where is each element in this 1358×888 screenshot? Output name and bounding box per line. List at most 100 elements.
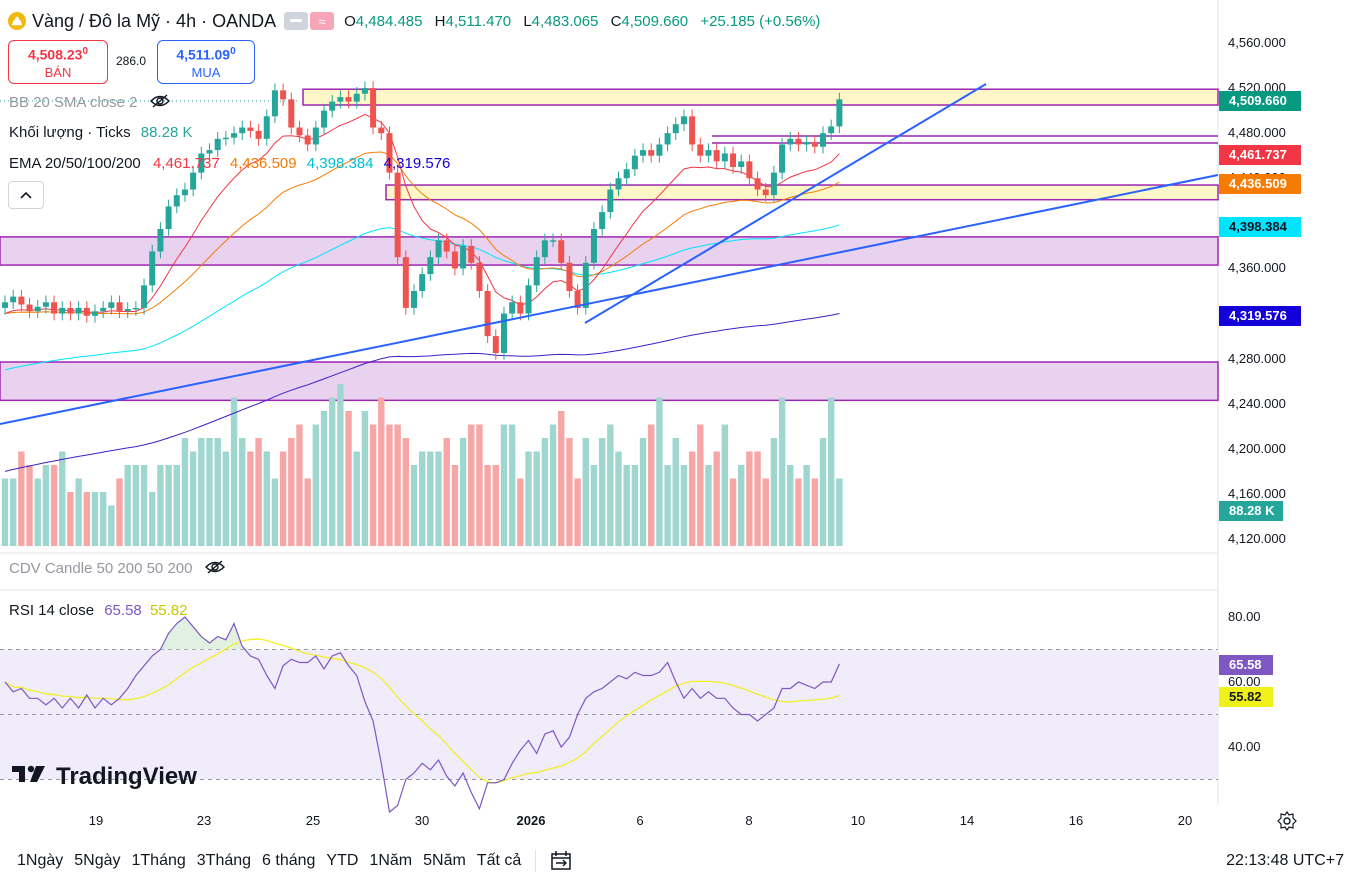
compare-icon[interactable] [284, 12, 309, 30]
candle-body [361, 88, 368, 94]
time-axis-label: 8 [745, 813, 753, 828]
volume-bar [206, 438, 213, 546]
volume-bar [247, 451, 254, 546]
candle-body [779, 144, 786, 173]
price-axis-label: 4,120.000 [1228, 531, 1286, 546]
volume-bar [296, 424, 303, 546]
sell-button[interactable]: 4,508.230 BÁN [8, 40, 108, 84]
candle-body [680, 116, 687, 125]
clock-readout[interactable]: 22:13:48 UTC+7 [1226, 852, 1344, 869]
volume-bar [459, 438, 467, 546]
cdv-legend[interactable]: CDV Candle 50 200 50 200 [9, 560, 225, 578]
candle-body [770, 172, 777, 196]
volume-bar [721, 424, 729, 546]
wave-toggle-icon[interactable]: ≈ [310, 12, 335, 30]
volume-bar [533, 451, 540, 546]
chevron-up-icon [20, 191, 32, 199]
candle-body [435, 240, 442, 258]
volume-bar [746, 451, 753, 546]
volume-tag: 88.28 K [1219, 501, 1283, 521]
candle-body [664, 133, 671, 145]
tf-ytd[interactable]: YTD [326, 852, 359, 869]
candle-body [541, 240, 548, 258]
candle-body [607, 189, 614, 213]
volume-bar [672, 438, 679, 546]
volume-bar [639, 438, 647, 546]
tf-5y[interactable]: 5Năm [423, 852, 466, 869]
volume-bar [402, 438, 410, 546]
candle-body [550, 240, 557, 242]
rsi-ma-line [4, 638, 840, 784]
time-axis-label: 20 [1177, 813, 1193, 828]
candle-body [173, 195, 180, 207]
volume-bar [656, 397, 663, 546]
volume-bar [173, 465, 180, 546]
tf-all[interactable]: Tất cả [476, 852, 522, 869]
candle-body [697, 144, 704, 156]
candle-body [26, 304, 33, 312]
candle-body [206, 150, 213, 154]
candle-body [288, 99, 295, 128]
tf-1y[interactable]: 1Năm [369, 852, 413, 869]
candle-body [337, 97, 344, 102]
candle-body [91, 311, 98, 316]
tf-5d[interactable]: 5Ngày [74, 852, 121, 869]
price-axis-label: 4,360.000 [1228, 260, 1286, 276]
symbol-title[interactable]: Vàng / Đô la Mỹ · 4h · OANDA [32, 10, 277, 31]
volume-bar [149, 492, 156, 546]
volume-bar [116, 478, 123, 546]
tf-1d[interactable]: 1Ngày [17, 852, 64, 869]
volume-bar [680, 465, 688, 546]
time-axis-label: 23 [196, 813, 212, 828]
rsi-axis-label: 40.00 [1228, 739, 1261, 754]
time-axis-label: 16 [1068, 813, 1084, 828]
volume-legend[interactable]: Khối lượng · Ticks 88.28 K [9, 124, 193, 141]
volume-bar [198, 438, 205, 546]
tf-3m[interactable]: 3Tháng [196, 852, 252, 869]
eye-off-icon[interactable] [204, 560, 225, 578]
price-axis-label: 4,160.000 [1228, 485, 1286, 501]
timeframe-bar: 1Ngày 5Ngày 1Tháng 3Tháng 6 tháng YTD 1N… [0, 845, 1358, 877]
volume-bar [795, 478, 802, 546]
candle-body [721, 153, 728, 162]
volume-bar [754, 451, 761, 546]
rsi-legend[interactable]: RSI 14 close 65.58 55.82 [9, 602, 188, 619]
trendline-short [584, 83, 987, 324]
settings-gear-icon[interactable] [1277, 810, 1297, 836]
volume-bar [705, 465, 712, 546]
volume-bar [353, 451, 360, 546]
buy-button[interactable]: 4,511.090 MUA [157, 40, 255, 84]
volume-bar [517, 478, 524, 546]
volume-bar [418, 451, 426, 546]
rsi-overbought-fill [5, 617, 840, 650]
volume-bar [263, 451, 270, 546]
volume-bar [451, 465, 459, 546]
candle-body [427, 257, 434, 275]
date-range-icon[interactable] [550, 850, 574, 872]
rsi-tag: 55.82 [1219, 687, 1273, 707]
price-tag: 4,509.660 [1219, 91, 1301, 111]
volume-bar [827, 397, 835, 546]
volume-bar [312, 424, 320, 546]
bb-legend[interactable]: BB 20 SMA close 2 [9, 94, 170, 112]
price-axis-label: 4,560.000 [1228, 35, 1286, 50]
candle-body [141, 285, 148, 308]
volume-bar [271, 478, 279, 546]
candle-body [443, 240, 450, 252]
volume-bar [108, 505, 115, 546]
eye-off-icon[interactable] [149, 94, 170, 112]
candle-body [386, 133, 393, 173]
candle-body [836, 99, 843, 127]
collapse-legend-button[interactable] [8, 181, 44, 209]
volume-bar [598, 438, 606, 546]
volume-bar [26, 465, 33, 546]
tf-6m[interactable]: 6 tháng [262, 852, 316, 869]
ema-legend[interactable]: EMA 20/50/100/200 4,461.737 4,436.509 4,… [9, 155, 451, 172]
volume-bar [582, 438, 589, 546]
volume-bar [492, 465, 499, 546]
tf-1m[interactable]: 1Tháng [131, 852, 186, 869]
candle-body [124, 309, 131, 312]
volume-bar [157, 465, 164, 546]
volume-bar [476, 424, 483, 546]
